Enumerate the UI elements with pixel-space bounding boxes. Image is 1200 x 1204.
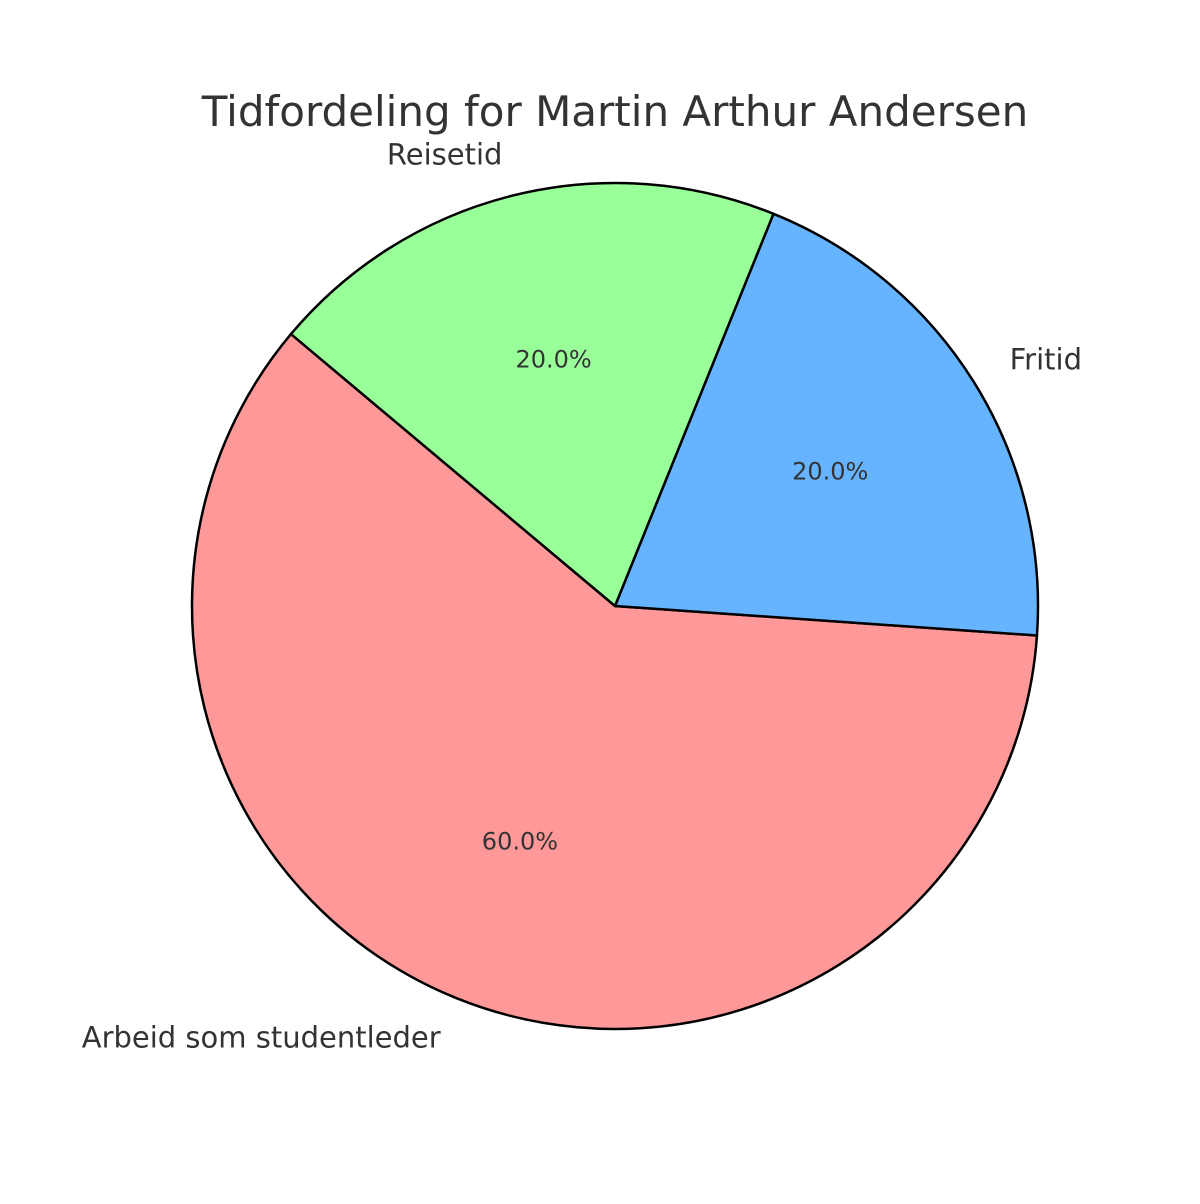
pct-label-reisetid: 20.0% bbox=[515, 346, 591, 374]
slices-layer bbox=[190, 181, 1040, 1031]
labels-layer: 60.0% Arbeid som studentleder 20.0% Fritid 2… bbox=[82, 138, 1082, 1055]
pct-label-fritid: 20.0% bbox=[792, 458, 868, 486]
slice-label-fritid: Fritid bbox=[1010, 342, 1082, 376]
pie-slice-fritid bbox=[613, 212, 1040, 637]
pct-label-arbeid-som-studentleder: 60.0% bbox=[482, 827, 558, 855]
chart-title: Tidfordeling for Martin Arthur Andersen bbox=[201, 87, 1028, 136]
slice-label-reisetid: Reisetid bbox=[387, 138, 503, 172]
pie-slice-reisetid bbox=[289, 181, 775, 608]
slice-label-arbeid-som-studentleder: Arbeid som studentleder bbox=[82, 1020, 441, 1054]
pie-slice-arbeid-som-studentleder bbox=[190, 332, 1039, 1031]
